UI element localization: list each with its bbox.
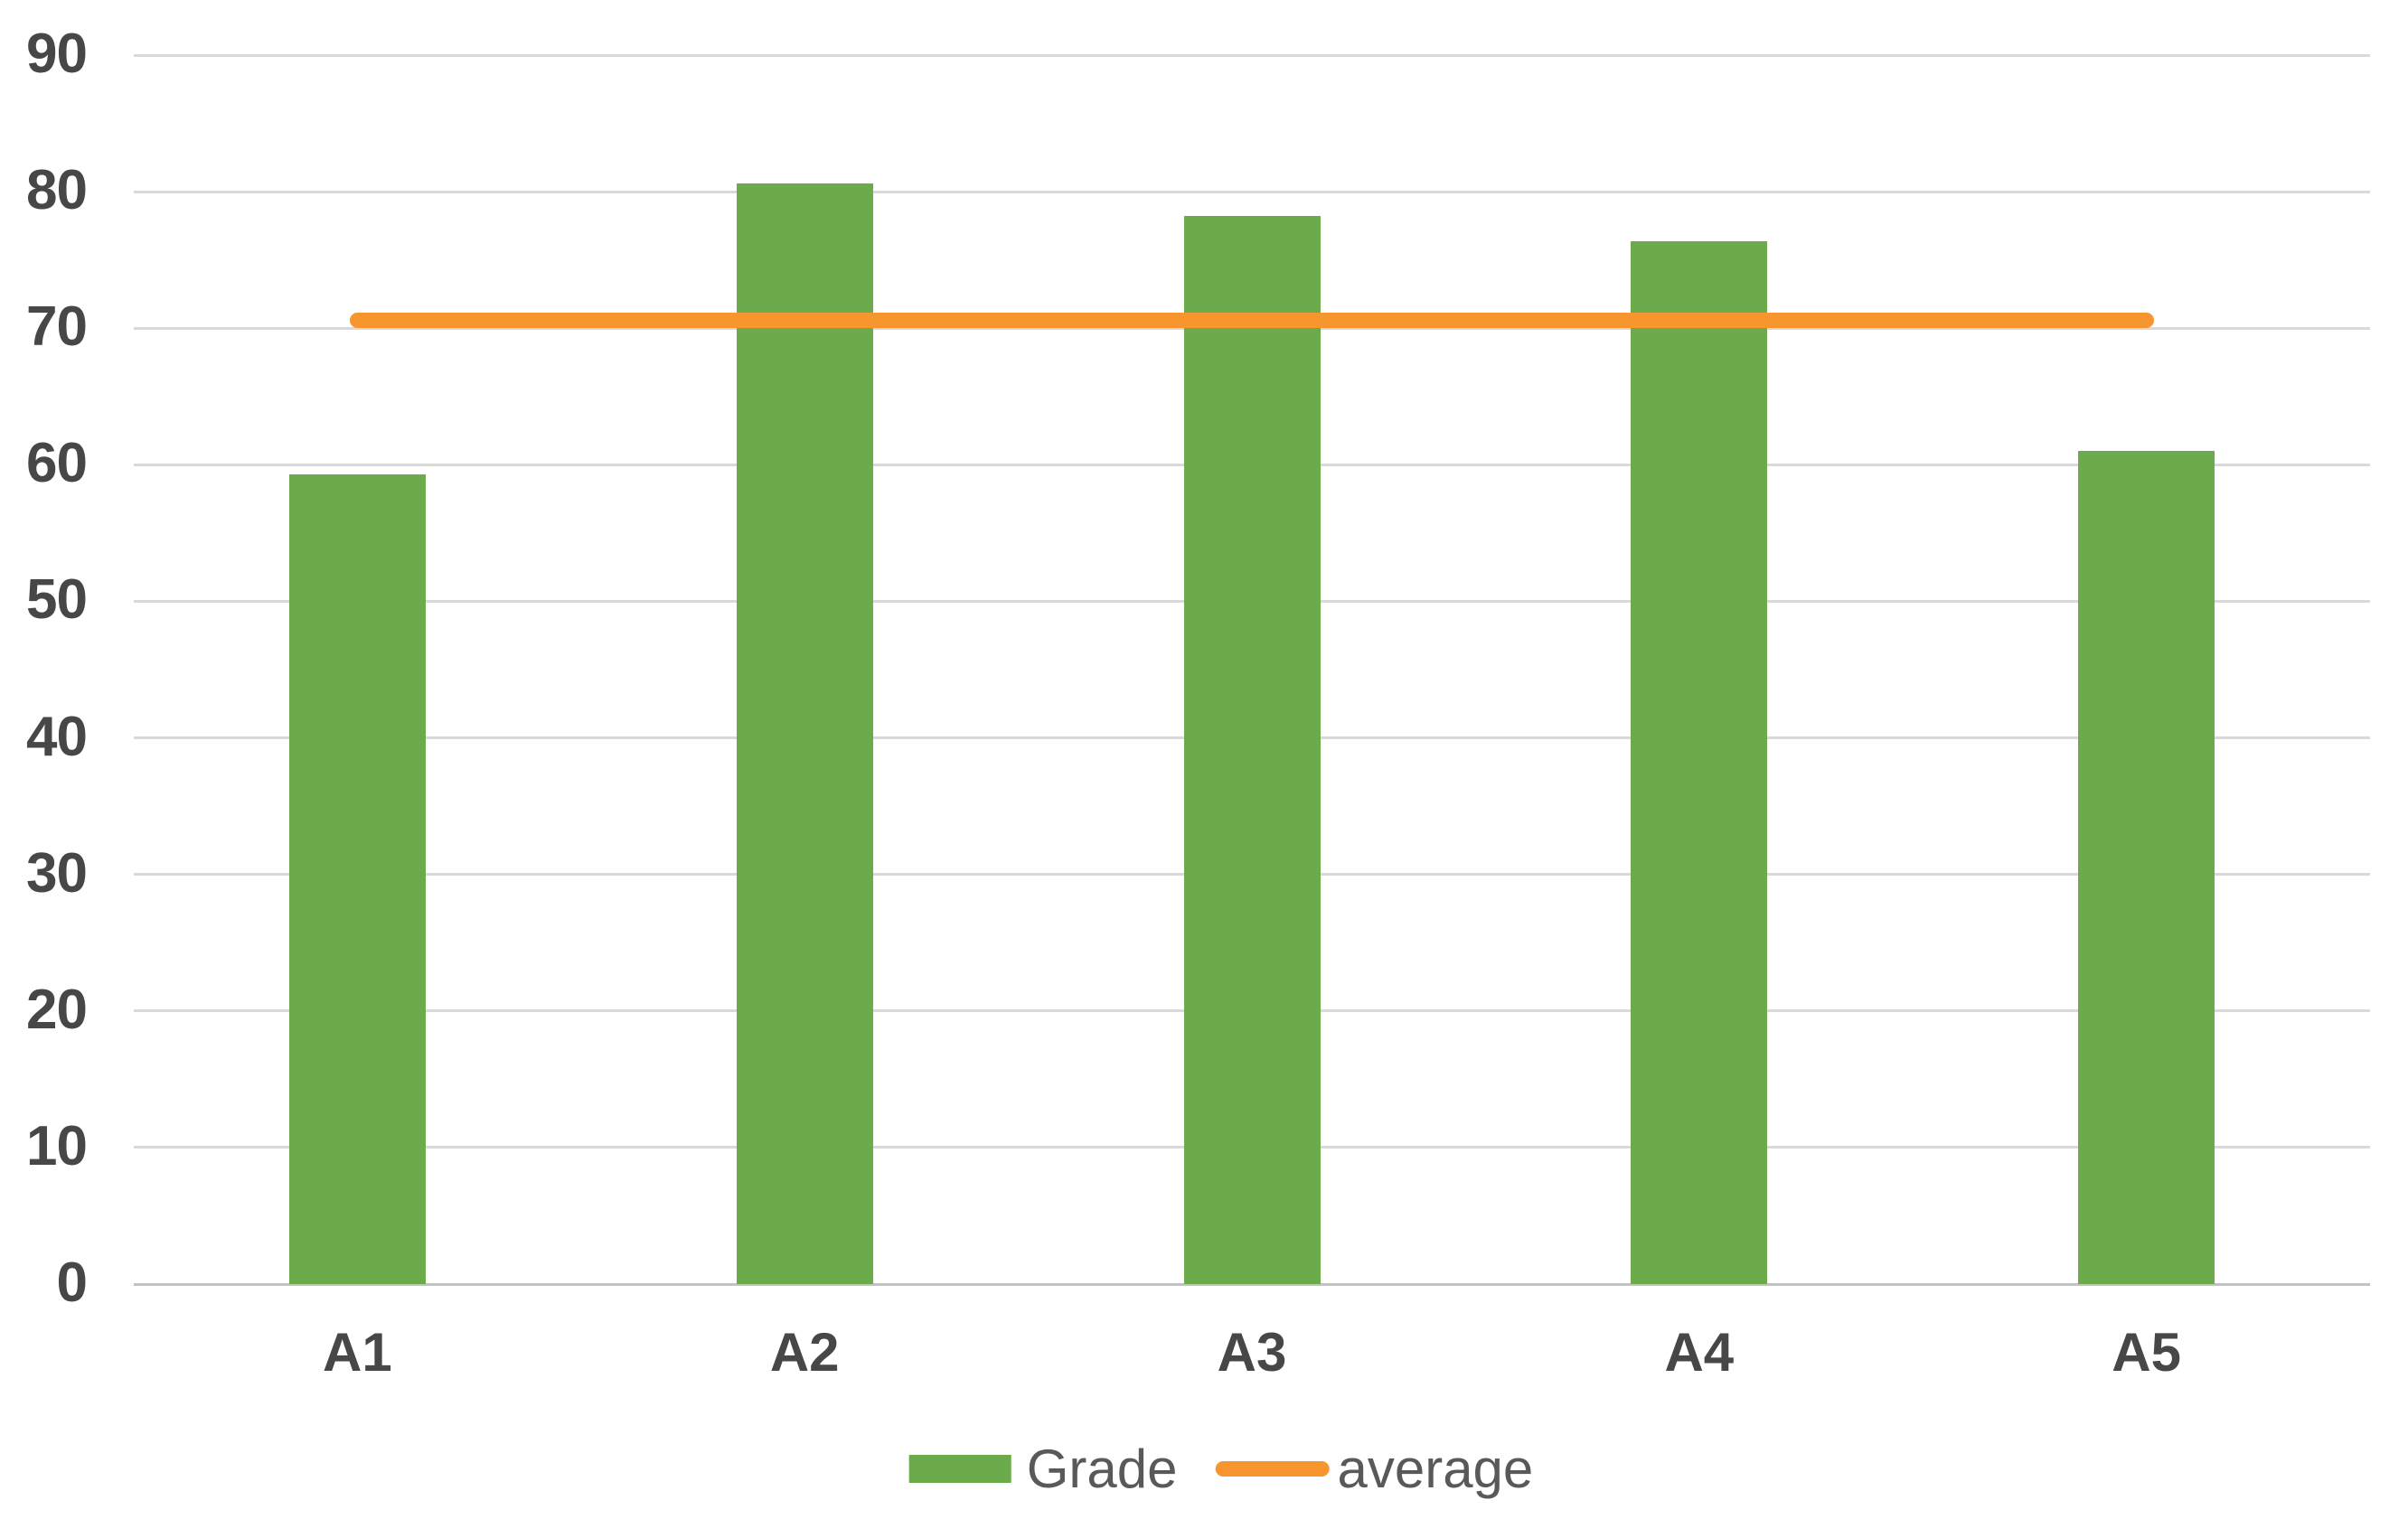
x-tick-label-A4: A4 bbox=[1664, 1322, 1735, 1383]
y-tick-label-90: 90 bbox=[26, 23, 88, 86]
legend-average-line-icon bbox=[1215, 1460, 1330, 1477]
average-line bbox=[350, 312, 2154, 328]
y-tick-label-60: 60 bbox=[26, 432, 88, 495]
bar-A5 bbox=[2078, 451, 2215, 1284]
bar-A2 bbox=[736, 183, 873, 1284]
x-tick-label-A5: A5 bbox=[2112, 1322, 2181, 1383]
legend-grade-label: Grade bbox=[1026, 1438, 1178, 1499]
bar-A1 bbox=[288, 474, 426, 1284]
y-tick-label-30: 30 bbox=[26, 841, 88, 905]
y-tick-label-40: 40 bbox=[26, 705, 88, 768]
gridline-80 bbox=[134, 190, 2370, 193]
x-tick-label-A2: A2 bbox=[769, 1322, 840, 1383]
legend-grade-swatch-icon bbox=[908, 1454, 1011, 1483]
y-tick-label-20: 20 bbox=[26, 978, 88, 1041]
y-tick-label-70: 70 bbox=[26, 295, 88, 359]
bar-A4 bbox=[1631, 240, 1768, 1284]
legend: Grade average bbox=[908, 1437, 1534, 1500]
y-tick-label-0: 0 bbox=[56, 1252, 88, 1315]
x-tick-label-A3: A3 bbox=[1217, 1322, 1287, 1383]
y-tick-label-50: 50 bbox=[26, 568, 88, 632]
legend-average-label: average bbox=[1337, 1438, 1534, 1499]
gridline-90 bbox=[134, 53, 2370, 57]
x-tick-label-A1: A1 bbox=[323, 1322, 392, 1383]
y-tick-label-10: 10 bbox=[26, 1114, 88, 1177]
x-axis-line bbox=[134, 1282, 2370, 1286]
y-tick-label-80: 80 bbox=[26, 159, 88, 222]
bar-A3 bbox=[1183, 216, 1321, 1284]
